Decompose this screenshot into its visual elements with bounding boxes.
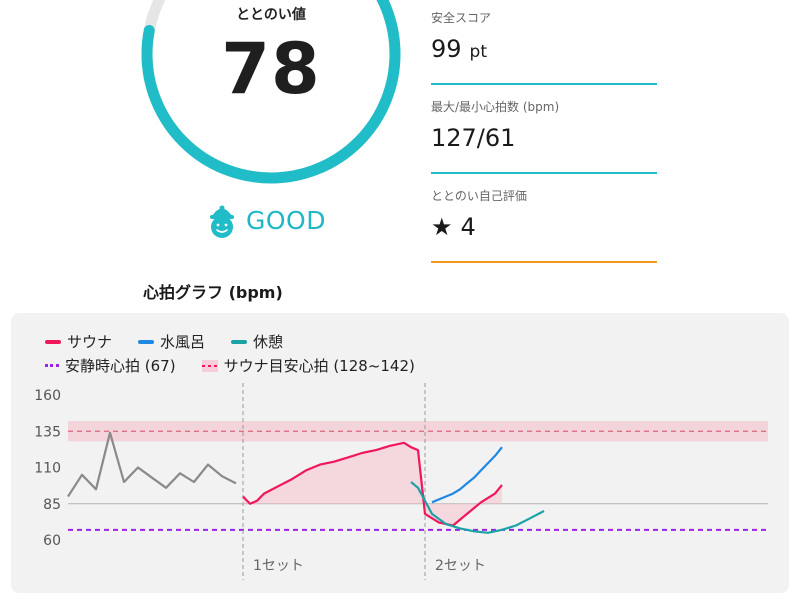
legend-sauna: サウナ	[45, 331, 112, 352]
divider	[431, 172, 657, 174]
score-label: ととのい値	[236, 7, 306, 23]
smiling-face-with-hat-icon	[210, 205, 234, 238]
set-marker-label: 2セット	[435, 558, 486, 574]
legend-label: 水風呂	[160, 333, 206, 351]
legend-label: サウナ	[67, 333, 113, 351]
legend-swatch	[45, 364, 59, 367]
heart-rate-label: 最大/最小心拍数 (bpm)	[431, 100, 560, 114]
heart-rate-chart-panel: サウナ 水風呂 休憩 安静時心拍 (67) サウナ目安心拍 (128~142) …	[11, 313, 789, 593]
legend-label: 休憩	[253, 333, 284, 351]
legend-swatch	[138, 339, 155, 344]
self-evaluation: ととのい自己評価 ★ 4	[431, 187, 657, 263]
heart-rate-stat: 最大/最小心拍数 (bpm) 127/61	[431, 98, 657, 174]
legend-swatch	[231, 339, 248, 344]
heart-rate-value: 127/61	[431, 124, 516, 152]
chart-title: 心拍グラフ (bpm)	[143, 283, 283, 302]
y-tick-label: 85	[43, 497, 61, 513]
legend-row-1: サウナ 水風呂 休憩	[45, 331, 309, 352]
series-line-rest	[410, 481, 545, 534]
star-icon: ★	[431, 213, 453, 241]
safety-score-unit: pt	[469, 42, 488, 62]
safety-score-value: 99	[431, 35, 462, 63]
divider	[431, 83, 657, 85]
legend-rest: 休憩	[231, 331, 283, 352]
safety-score-label: 安全スコア	[431, 11, 492, 25]
legend-swatch	[201, 359, 218, 372]
y-tick-label: 160	[34, 388, 61, 404]
legend-swatch	[45, 339, 61, 344]
legend-row-2: 安静時心拍 (67) サウナ目安心拍 (128~142)	[45, 355, 441, 376]
legend-resting-hr: 安静時心拍 (67)	[45, 355, 176, 376]
y-tick-label: 135	[34, 424, 61, 440]
score-ring-progress	[141, 0, 401, 184]
legend-label: サウナ目安心拍 (128~142)	[223, 357, 415, 375]
score-value: 78	[221, 28, 321, 110]
y-tick-label: 110	[34, 461, 61, 477]
series-line-sauna	[242, 441, 503, 527]
y-tick-label: 60	[43, 533, 61, 549]
self-evaluation-label: ととのい自己評価	[431, 189, 527, 203]
safety-score: 安全スコア 99 pt	[431, 9, 657, 85]
legend-label: 安静時心拍 (67)	[65, 357, 176, 375]
divider	[431, 261, 657, 263]
heart-rate-chart: 160 135 110 85 60 1セット 2セット	[34, 383, 768, 580]
sauna-area	[243, 442, 502, 526]
grade: GOOD	[206, 198, 326, 242]
legend-cold-bath: 水風呂	[138, 331, 205, 352]
self-evaluation-value: 4	[460, 213, 476, 241]
score-ring	[141, 0, 401, 184]
series-line-other	[67, 431, 237, 498]
series-line-cold_bath	[431, 446, 503, 504]
grade-label: GOOD	[246, 205, 326, 235]
set-marker-label: 1セット	[253, 558, 304, 574]
legend-target: サウナ目安心拍 (128~142)	[201, 355, 415, 376]
